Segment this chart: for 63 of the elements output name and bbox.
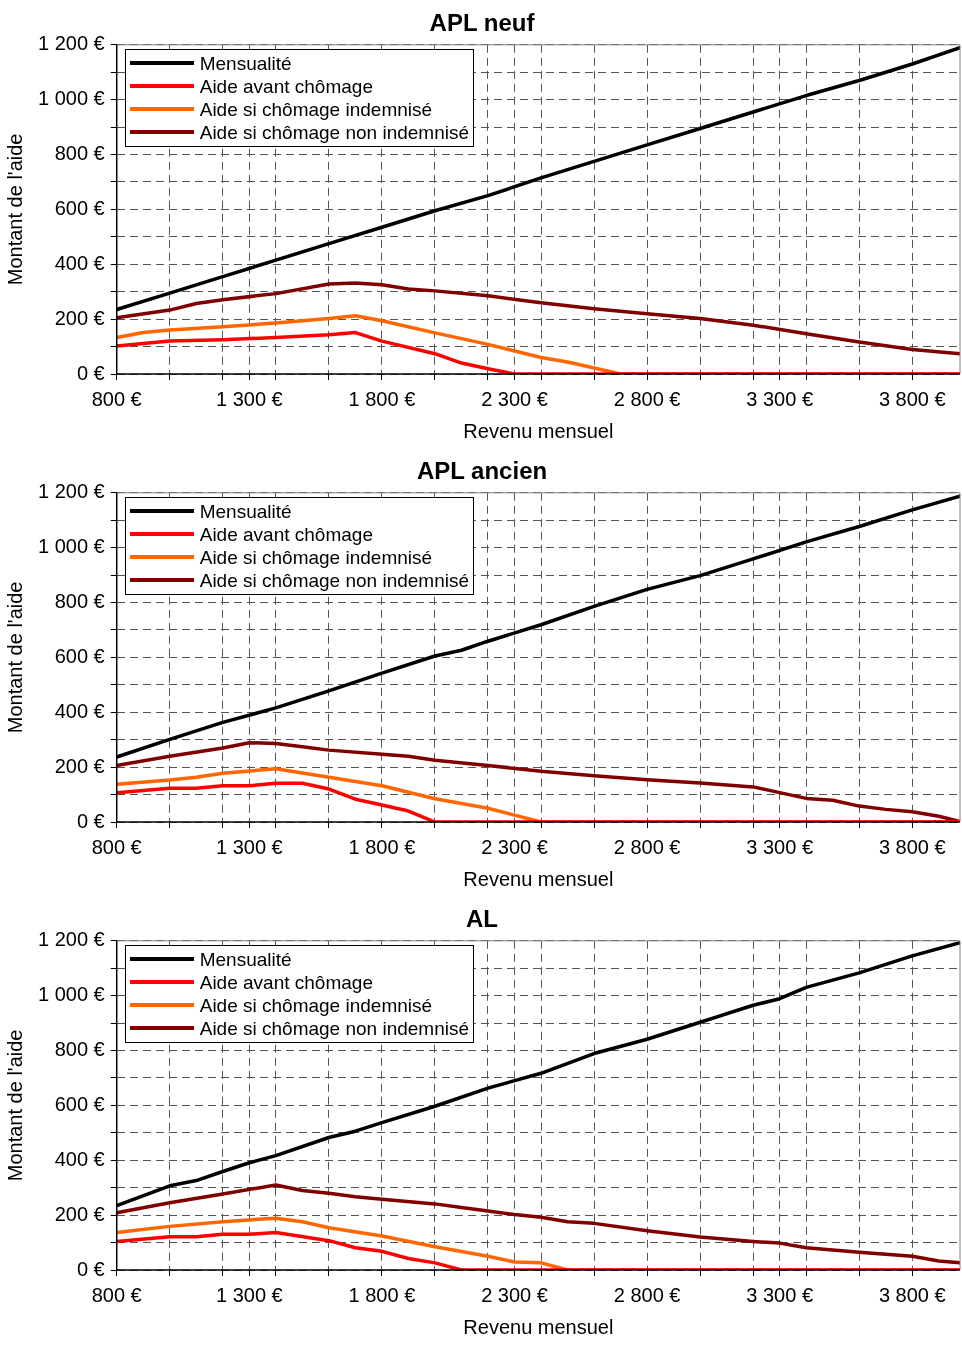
legend-label: Aide si chômage non indemnisé <box>199 1016 470 1040</box>
x-tick-label: 2 300 € <box>481 387 548 410</box>
x-tick-label: 800 € <box>91 1283 142 1306</box>
y-tick-label: 400 € <box>54 699 105 722</box>
legend-label: Aide si chômage non indemnisé <box>199 120 470 144</box>
y-tick-label: 800 € <box>54 590 105 613</box>
y-tick-label: 400 € <box>54 251 105 274</box>
y-tick-label: 200 € <box>54 306 105 329</box>
x-tick-label: 3 800 € <box>878 387 946 410</box>
y-tick-label: 1 000 € <box>37 87 105 110</box>
legend-label: Aide avant chômage <box>199 970 373 994</box>
legend-label: Aide si chômage indemnisé <box>199 993 433 1017</box>
y-tick-label: 800 € <box>54 1038 105 1061</box>
x-tick-label: 1 300 € <box>215 387 283 410</box>
x-tick-label: 2 800 € <box>613 835 681 858</box>
y-tick-label: 1 000 € <box>37 983 105 1006</box>
x-tick-label: 3 800 € <box>878 835 946 858</box>
chart-title: APL ancien <box>416 457 548 485</box>
legend-label: Mensualité <box>199 51 292 75</box>
x-axis-title: Revenu mensuel <box>463 419 614 442</box>
x-tick-label: 2 800 € <box>613 387 681 410</box>
chart-title: APL neuf <box>429 9 536 37</box>
x-tick-label: 1 800 € <box>348 835 416 858</box>
x-tick-label: 3 300 € <box>746 1283 814 1306</box>
chart-title: AL <box>466 905 498 933</box>
x-tick-label: 1 300 € <box>215 1283 283 1306</box>
x-tick-label: 3 300 € <box>746 387 814 410</box>
x-tick-label: 800 € <box>91 835 142 858</box>
legend-label: Aide si chômage non indemnisé <box>199 568 470 592</box>
x-tick-label: 1 300 € <box>215 835 283 858</box>
x-tick-label: 2 300 € <box>481 835 548 858</box>
x-axis-title: Revenu mensuel <box>463 867 614 890</box>
y-tick-label: 600 € <box>54 196 105 219</box>
legend-label: Aide si chômage indemnisé <box>199 97 433 121</box>
y-axis-title: Montant de l'aide <box>3 133 26 286</box>
legend-label: Mensualité <box>199 947 292 971</box>
x-tick-label: 1 800 € <box>348 1283 416 1306</box>
x-tick-label: 3 300 € <box>746 835 814 858</box>
legend-label: Mensualité <box>199 499 292 523</box>
y-tick-label: 600 € <box>54 644 105 667</box>
legend-label: Aide avant chômage <box>199 522 373 546</box>
y-axis-title: Montant de l'aide <box>3 581 26 734</box>
y-tick-label: 800 € <box>54 142 105 165</box>
legend-label: Aide si chômage indemnisé <box>199 545 433 569</box>
x-tick-label: 1 800 € <box>348 387 416 410</box>
x-tick-label: 2 800 € <box>613 1283 681 1306</box>
x-tick-label: 2 300 € <box>481 1283 548 1306</box>
y-tick-label: 0 € <box>76 1257 105 1280</box>
y-tick-label: 0 € <box>76 361 105 384</box>
legend-label: Aide avant chômage <box>199 74 373 98</box>
x-tick-label: 3 800 € <box>878 1283 946 1306</box>
y-tick-label: 200 € <box>54 754 105 777</box>
y-tick-label: 1 200 € <box>37 32 105 55</box>
x-tick-label: 800 € <box>91 387 142 410</box>
y-tick-label: 1 000 € <box>37 535 105 558</box>
y-tick-label: 600 € <box>54 1092 105 1115</box>
x-axis-title: Revenu mensuel <box>463 1315 614 1338</box>
y-tick-label: 0 € <box>76 809 105 832</box>
y-tick-label: 1 200 € <box>37 480 105 503</box>
y-tick-label: 400 € <box>54 1147 105 1170</box>
y-axis-title: Montant de l'aide <box>3 1029 26 1182</box>
y-tick-label: 1 200 € <box>37 928 105 951</box>
y-tick-label: 200 € <box>54 1202 105 1225</box>
